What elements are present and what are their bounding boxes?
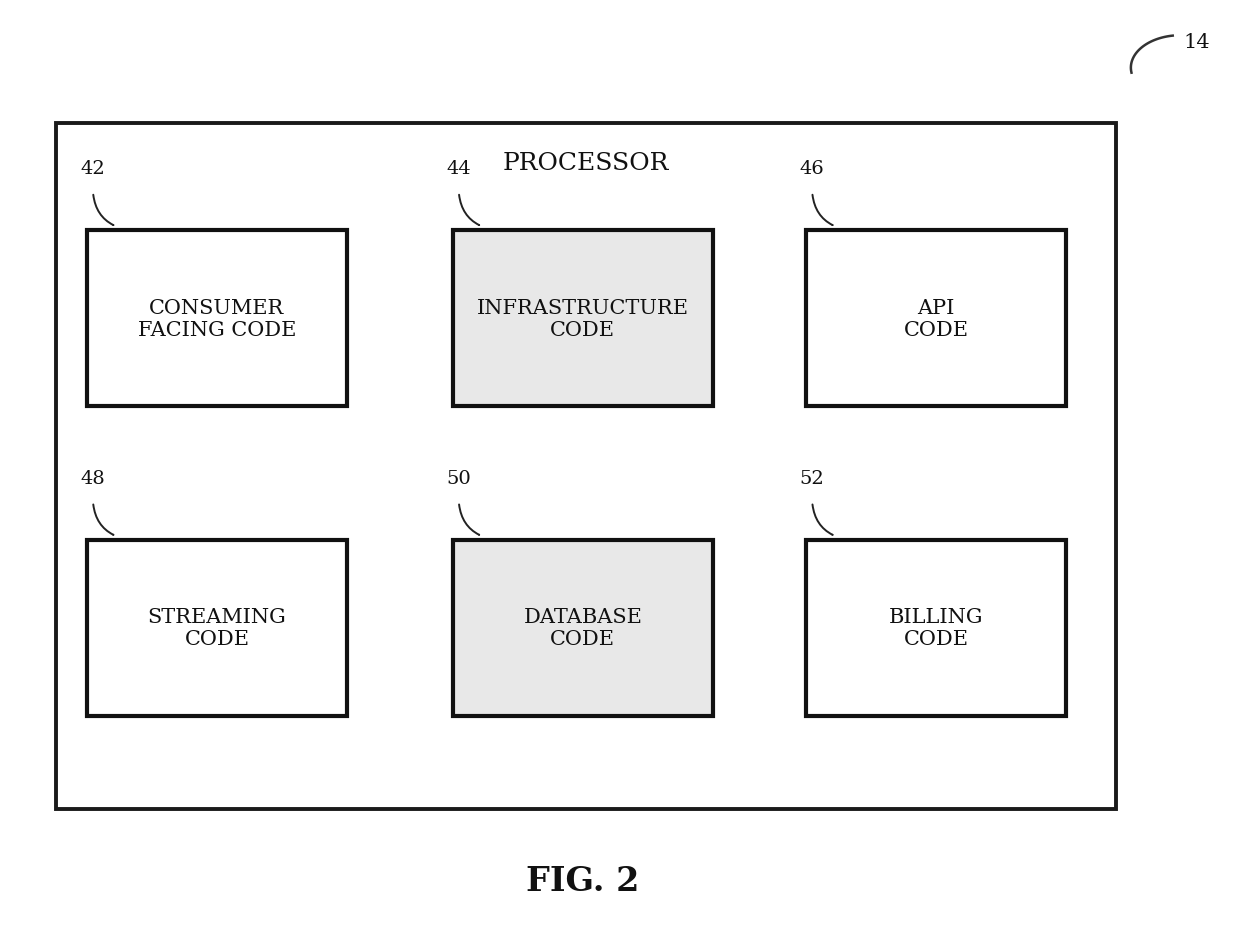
Bar	[806, 230, 1066, 407]
Text: CONSUMER
FACING CODE: CONSUMER FACING CODE	[138, 298, 296, 340]
Bar	[56, 124, 1116, 809]
Text: PROCESSOR: PROCESSOR	[502, 152, 670, 175]
Bar	[87, 541, 347, 716]
Text: STREAMING
CODE: STREAMING CODE	[148, 607, 286, 649]
FancyArrowPatch shape	[459, 505, 479, 535]
Bar	[87, 230, 347, 407]
Text: DATABASE
CODE: DATABASE CODE	[523, 607, 642, 649]
FancyArrowPatch shape	[812, 505, 832, 535]
Text: INFRASTRUCTURE
CODE: INFRASTRUCTURE CODE	[477, 298, 688, 340]
Text: 52: 52	[800, 469, 825, 487]
Text: FIG. 2: FIG. 2	[526, 864, 640, 897]
Text: 48: 48	[81, 469, 105, 487]
FancyArrowPatch shape	[812, 195, 832, 226]
Text: API
CODE: API CODE	[904, 298, 968, 340]
FancyArrowPatch shape	[459, 195, 479, 226]
Text: 46: 46	[800, 160, 825, 178]
Text: BILLING
CODE: BILLING CODE	[889, 607, 983, 649]
Bar	[453, 230, 713, 407]
FancyArrowPatch shape	[93, 505, 113, 535]
FancyArrowPatch shape	[93, 195, 113, 226]
Text: 44: 44	[446, 160, 471, 178]
Text: 14: 14	[1183, 33, 1210, 52]
Text: 42: 42	[81, 160, 105, 178]
Bar	[453, 541, 713, 716]
Bar	[806, 541, 1066, 716]
Text: 50: 50	[446, 469, 471, 487]
